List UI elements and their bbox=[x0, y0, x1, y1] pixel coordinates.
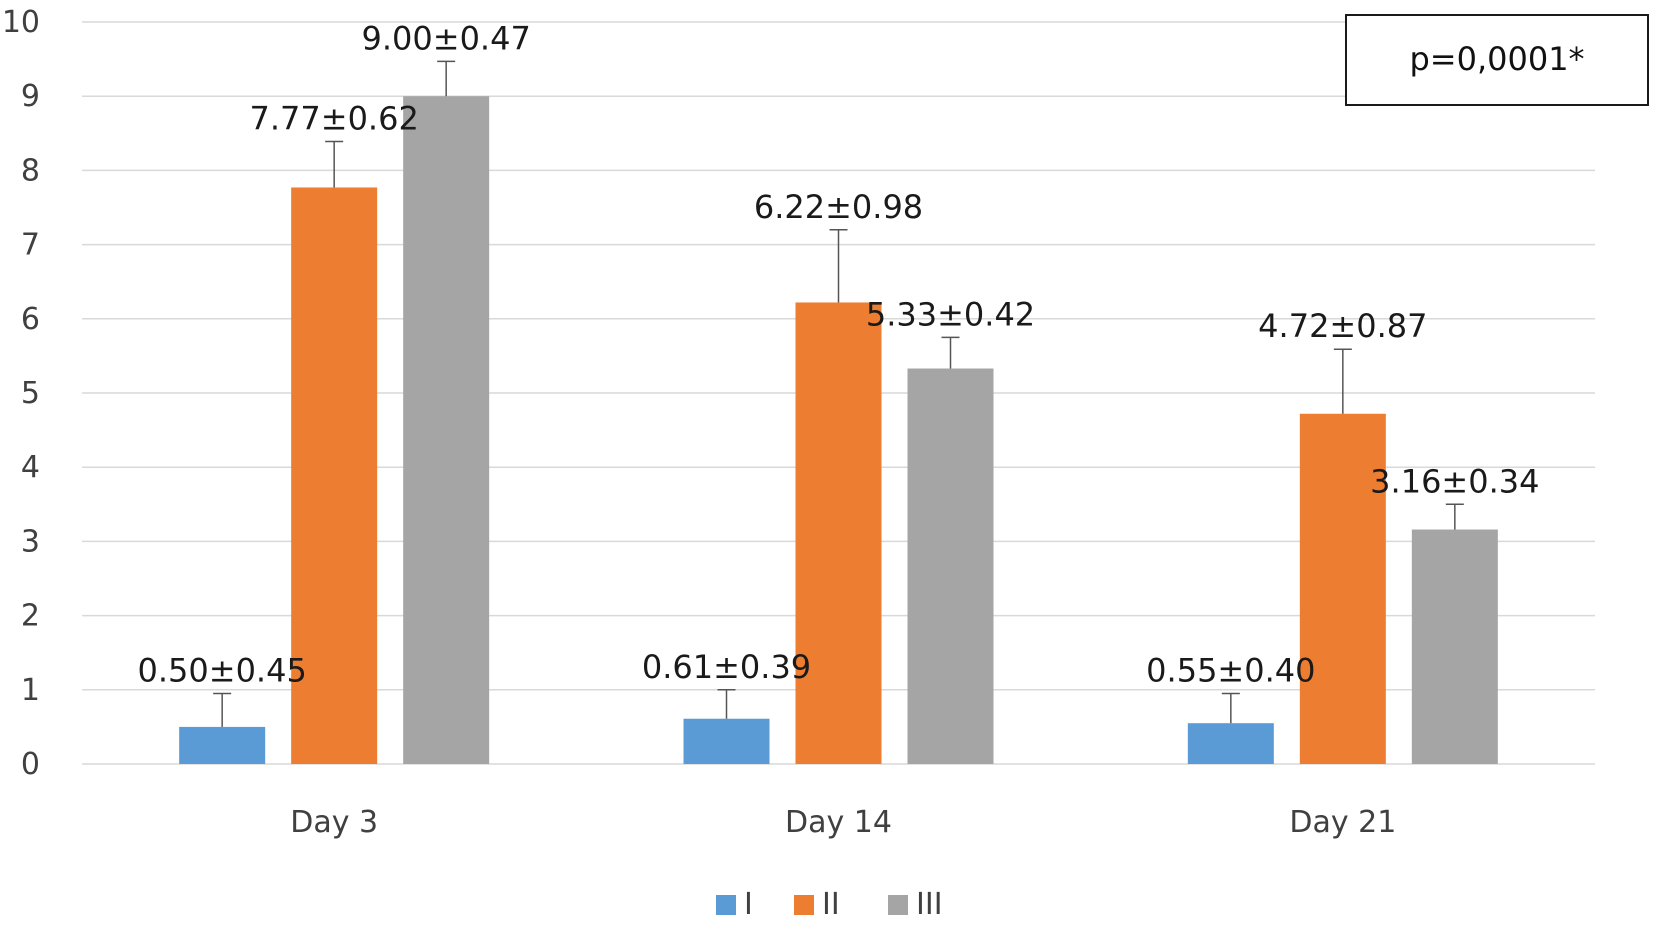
y-tick-label: 9 bbox=[21, 79, 40, 114]
y-tick-label: 6 bbox=[21, 302, 40, 337]
data-label: 3.16±0.34 bbox=[1370, 462, 1539, 500]
data-label: 4.72±0.87 bbox=[1258, 307, 1427, 345]
bar-iii-day-14 bbox=[907, 368, 994, 764]
data-label: 5.33±0.42 bbox=[866, 295, 1035, 333]
bar-iii-day-21 bbox=[1411, 529, 1498, 764]
legend-label-ii: II bbox=[822, 887, 840, 922]
data-label: 0.55±0.40 bbox=[1146, 652, 1315, 690]
y-tick-label: 0 bbox=[21, 747, 40, 782]
bar-iii-day-3 bbox=[403, 96, 490, 764]
y-axis-ticks: 0 1 2 3 4 5 6 7 8 9 10 bbox=[2, 5, 40, 782]
bars bbox=[179, 96, 1498, 764]
y-tick-label: 7 bbox=[21, 228, 40, 263]
data-label: 7.77±0.62 bbox=[250, 99, 419, 137]
annotation-box: p=0,0001* bbox=[1345, 14, 1649, 106]
y-tick-label: 1 bbox=[21, 673, 40, 708]
legend-label-i: I bbox=[744, 887, 753, 922]
bar-i-day-14 bbox=[683, 718, 770, 764]
x-category-label: Day 14 bbox=[785, 805, 892, 840]
legend-label-iii: III bbox=[916, 887, 943, 922]
data-labels: 0.50±0.45 7.77±0.62 9.00±0.47 0.61±0.39 6.22… bbox=[138, 19, 1540, 689]
legend-swatch-ii bbox=[794, 895, 814, 915]
x-category-label: Day 3 bbox=[290, 805, 378, 840]
annotation-frame bbox=[1345, 14, 1649, 106]
data-label: 0.50±0.45 bbox=[138, 652, 307, 690]
y-tick-label: 3 bbox=[21, 524, 40, 559]
bar-i-day-3 bbox=[179, 726, 266, 764]
annotation-text: p=0,0001* bbox=[1409, 40, 1584, 78]
legend-swatch-iii bbox=[888, 895, 908, 915]
data-label: 9.00±0.47 bbox=[362, 19, 531, 57]
bar-ii-day-3 bbox=[291, 187, 378, 764]
y-tick-label: 5 bbox=[21, 376, 40, 411]
error-bars bbox=[213, 60, 1464, 727]
bar-ii-day-14 bbox=[795, 302, 882, 764]
y-tick-label: 2 bbox=[21, 599, 40, 634]
y-tick-label: 8 bbox=[21, 153, 40, 188]
legend: I II III bbox=[716, 887, 943, 922]
x-category-label: Day 21 bbox=[1289, 805, 1396, 840]
x-axis-categories: Day 3 Day 14 Day 21 bbox=[290, 805, 1396, 840]
y-tick-label: 4 bbox=[21, 450, 40, 485]
bar-i-day-21 bbox=[1187, 723, 1274, 764]
data-label: 6.22±0.98 bbox=[754, 188, 923, 226]
y-tick-label: 10 bbox=[2, 5, 40, 40]
data-label: 0.61±0.39 bbox=[642, 648, 811, 686]
bar-ii-day-21 bbox=[1299, 413, 1386, 764]
legend-swatch-i bbox=[716, 895, 736, 915]
